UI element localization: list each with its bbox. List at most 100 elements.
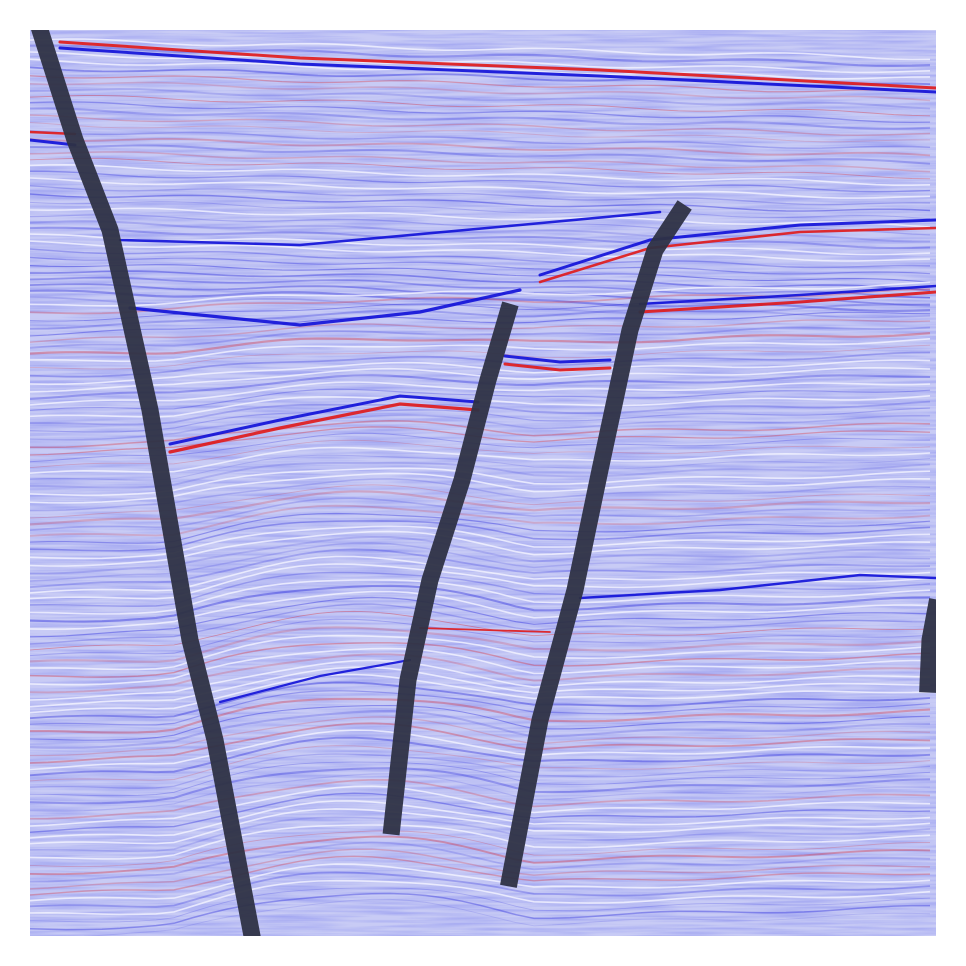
reflector-line: [30, 848, 931, 890]
reflector-line: [30, 439, 931, 469]
reflector-line: [30, 88, 931, 110]
reflector-line: [30, 792, 931, 834]
reflector-line: [30, 808, 931, 845]
reflector-line: [30, 722, 931, 764]
reflector-line: [30, 121, 931, 143]
reflector-line: [30, 710, 931, 749]
reflector-line: [30, 359, 931, 386]
reflector-line: [30, 351, 931, 378]
reflector-line: [30, 107, 931, 130]
reflector-line: [30, 81, 931, 102]
reflector-line: [30, 478, 931, 512]
reflector-line: [30, 163, 931, 186]
reflector-line: [30, 879, 931, 916]
fault-line: [919, 598, 936, 693]
reflector-line: [30, 603, 931, 645]
strong-reflectors: [30, 40, 936, 704]
reflector-line: [30, 490, 931, 526]
reflector-line: [30, 816, 931, 853]
reflector-line: [30, 454, 931, 481]
strong-reflector: [168, 394, 480, 446]
reflector-line: [30, 270, 931, 292]
reflector-line: [30, 736, 931, 777]
reflector-line: [30, 835, 931, 876]
reflector-line: [30, 773, 931, 812]
reflector-line: [30, 704, 931, 741]
strong-reflector: [503, 354, 612, 364]
reflector-line: [30, 446, 931, 474]
strong-reflector: [638, 290, 936, 314]
reflector-line: [30, 226, 931, 250]
reflector-line: [30, 659, 931, 701]
reflector-line: [30, 95, 931, 117]
reflector-line: [30, 319, 931, 343]
fault-line: [31, 30, 261, 936]
reflector-line: [30, 303, 931, 330]
reflector-line: [30, 697, 931, 734]
reflector-line: [30, 101, 931, 124]
reflector-line: [30, 716, 931, 757]
reflector-line: [30, 137, 931, 157]
reflector-line: [30, 170, 931, 193]
fault-line: [382, 301, 519, 836]
reflector-line: [30, 214, 931, 236]
reflector-line: [30, 344, 931, 370]
reflector-line: [30, 753, 931, 789]
reflector-line: [30, 207, 931, 228]
reflector-line: [30, 729, 931, 771]
reflector-line: [30, 497, 931, 532]
reflector-line: [30, 666, 931, 708]
reflector-line: [30, 871, 931, 908]
strong-reflector: [128, 288, 522, 327]
reflector-line: [30, 256, 931, 275]
reflector-line: [30, 366, 931, 393]
strong-reflector: [58, 40, 936, 90]
reflector-line: [30, 778, 931, 820]
reflector-line: [30, 44, 931, 67]
reflector-line: [30, 892, 930, 931]
reflector-line: [30, 185, 931, 206]
strong-reflector: [168, 402, 480, 454]
reflector-line: [30, 467, 931, 497]
reflector-line: [30, 144, 931, 165]
reflector-line: [30, 626, 931, 663]
reflector-line: [30, 58, 931, 80]
reflector-line: [30, 887, 931, 923]
reflector-line: [30, 800, 931, 839]
reflector-line: [30, 201, 931, 220]
fault-line: [500, 200, 692, 888]
reflector-line: [30, 761, 931, 797]
reflector-line: [30, 618, 931, 657]
reflector-line: [30, 157, 931, 180]
strong-reflector: [578, 573, 936, 600]
reflector-line: [30, 767, 931, 805]
reflector-line: [30, 281, 931, 307]
strong-reflector: [419, 627, 551, 633]
reflector-line: [30, 673, 931, 714]
reflector-line: [30, 830, 931, 867]
reflector-line: [30, 863, 931, 902]
reflector-line: [30, 472, 931, 504]
strong-reflector: [503, 362, 612, 372]
reflector-line: [30, 38, 931, 61]
reflector-line: [30, 653, 931, 694]
strong-reflector: [118, 210, 662, 247]
reflector-line: [30, 681, 931, 720]
reflector-line: [30, 75, 931, 93]
strong-reflector: [638, 284, 936, 306]
reflector-line: [82, 898, 931, 936]
strong-reflector: [30, 138, 77, 147]
reflector-line: [30, 276, 931, 299]
reflector-line: [30, 326, 931, 349]
reflector-line: [30, 248, 931, 269]
reflector-line: [30, 338, 931, 363]
reflector-line: [30, 240, 931, 262]
reflector-line: [30, 264, 931, 283]
reflector-line: [30, 634, 931, 671]
reflector-layers: [30, 38, 931, 936]
strong-reflector: [538, 218, 936, 277]
reflector-line: [30, 129, 931, 149]
reflector-line: [30, 642, 931, 678]
